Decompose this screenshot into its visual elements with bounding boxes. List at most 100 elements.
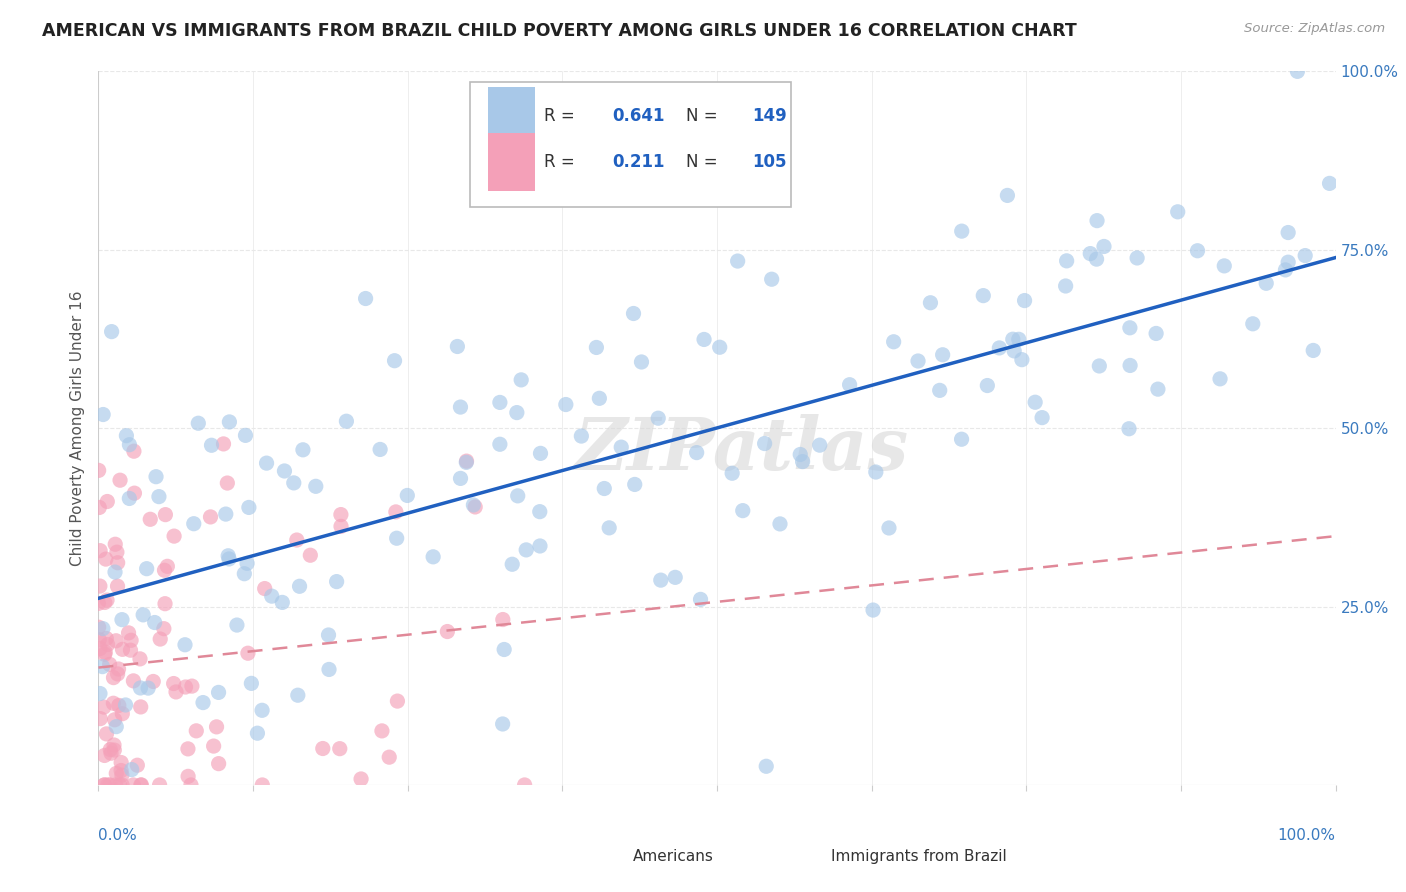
Point [129, 778, 152, 792]
Point [685, 445, 707, 459]
Point [191, 696, 214, 710]
Point [792, 454, 814, 468]
FancyBboxPatch shape [470, 82, 792, 207]
Point [91, 408, 114, 422]
Point [630, 355, 652, 369]
Point [105, 720, 128, 734]
Point [177, 742, 200, 756]
Point [288, 579, 311, 593]
Point [91, 622, 114, 636]
Point [1241, 317, 1264, 331]
Point [104, 565, 127, 579]
Point [384, 353, 406, 368]
Point [235, 428, 257, 442]
Point [623, 477, 645, 491]
Point [104, 713, 127, 727]
Point [226, 618, 249, 632]
Y-axis label: Child Poverty Among Girls Under 16: Child Poverty Among Girls Under 16 [69, 291, 84, 566]
Point [122, 778, 145, 792]
Point [761, 272, 783, 286]
Point [103, 743, 125, 757]
Point [250, 703, 273, 717]
Point [1088, 359, 1111, 373]
Point [598, 521, 620, 535]
Point [318, 662, 340, 676]
Point [149, 778, 172, 792]
Point [1256, 277, 1278, 291]
Point [305, 479, 328, 493]
Text: 149: 149 [752, 107, 786, 125]
Point [153, 622, 176, 636]
Point [153, 597, 176, 611]
Point [120, 633, 142, 648]
Point [492, 613, 515, 627]
Point [118, 491, 141, 506]
Point [246, 726, 269, 740]
Point [513, 778, 536, 792]
Point [1319, 177, 1341, 191]
Text: N =: N = [686, 107, 723, 125]
Point [183, 516, 205, 531]
Point [950, 432, 973, 446]
Point [238, 500, 260, 515]
Point [87, 463, 110, 477]
Point [111, 613, 134, 627]
Point [91, 659, 114, 673]
Point [693, 333, 716, 347]
FancyBboxPatch shape [589, 835, 628, 879]
Point [1024, 395, 1046, 409]
Point [1167, 204, 1189, 219]
Point [1213, 259, 1236, 273]
Point [103, 671, 125, 685]
Point [121, 763, 143, 777]
Point [87, 620, 110, 634]
Point [107, 662, 129, 676]
Point [928, 384, 950, 398]
Point [163, 676, 186, 690]
Point [177, 769, 200, 783]
Point [808, 438, 831, 452]
Point [1119, 320, 1142, 334]
Point [165, 685, 187, 699]
Point [148, 490, 170, 504]
Text: 0.211: 0.211 [612, 153, 665, 171]
Point [554, 398, 576, 412]
Point [200, 510, 222, 524]
Point [111, 778, 134, 792]
Point [174, 638, 197, 652]
Point [769, 516, 792, 531]
Point [208, 756, 231, 771]
Point [122, 444, 145, 458]
Point [145, 469, 167, 483]
Point [330, 519, 353, 533]
Text: 105: 105 [752, 153, 786, 171]
Point [236, 557, 259, 571]
Point [385, 505, 408, 519]
Point [569, 429, 592, 443]
Point [988, 341, 1011, 355]
Point [94, 595, 117, 609]
Point [877, 521, 900, 535]
Point [387, 694, 409, 708]
Point [89, 686, 111, 700]
Point [1054, 279, 1077, 293]
Point [1118, 422, 1140, 436]
Point [98, 742, 121, 756]
Point [907, 354, 929, 368]
Point [335, 414, 357, 428]
Point [754, 436, 776, 450]
Point [108, 473, 131, 487]
Point [108, 778, 131, 792]
Point [1277, 226, 1299, 240]
Point [127, 758, 149, 772]
Point [96, 494, 118, 508]
Point [205, 720, 228, 734]
Point [93, 648, 115, 662]
Point [623, 306, 645, 320]
Point [273, 464, 295, 478]
Point [118, 438, 141, 452]
Point [89, 543, 111, 558]
Point [104, 778, 127, 792]
Point [97, 638, 120, 652]
Point [329, 741, 352, 756]
